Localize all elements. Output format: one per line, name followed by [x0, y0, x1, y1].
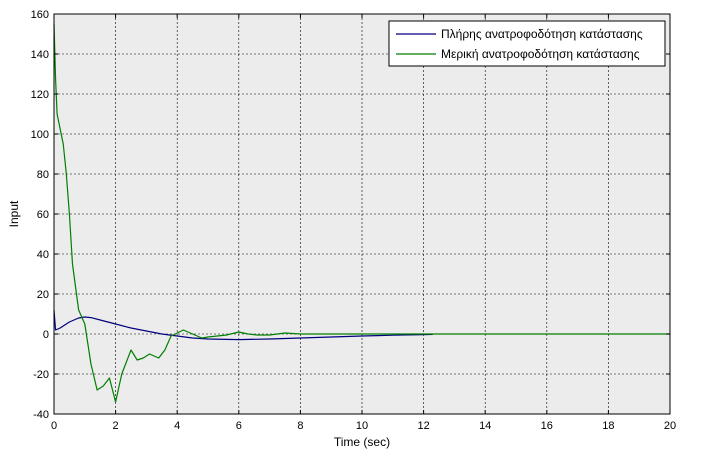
x-tick-label: 2 — [113, 420, 119, 432]
x-tick-label: 8 — [297, 420, 303, 432]
y-tick-label: 0 — [43, 329, 49, 341]
y-axis-label: Input — [7, 200, 21, 227]
x-tick-label: 20 — [664, 420, 676, 432]
y-tick-label: 140 — [31, 49, 49, 61]
legend-label-partial-feedback: Μερική ανατροφοδότηση κατάστασης — [441, 47, 640, 61]
y-tick-label: -20 — [33, 369, 49, 381]
series-line-partial-feedback — [53, 23, 670, 403]
series-line-full-feedback — [53, 309, 433, 341]
ticks: 0 2 4 6 8 10 12 14 16 18 20 -40 -20 0 20 40 60 80 100 120 14… — [31, 9, 676, 432]
y-tick-label: 80 — [37, 169, 49, 181]
y-tick-label: 120 — [31, 89, 49, 101]
y-tick-label: 160 — [31, 9, 49, 21]
legend: Πλήρης ανατροφοδότηση κατάστασης Μερική … — [388, 20, 666, 67]
legend-label-full-feedback: Πλήρης ανατροφοδότηση κατάστασης — [441, 27, 643, 41]
x-tick-label: 10 — [356, 420, 368, 432]
series-group — [53, 23, 670, 403]
x-tick-label: 6 — [236, 420, 242, 432]
x-tick-label: 0 — [51, 420, 57, 432]
legend-box — [388, 20, 666, 67]
x-tick-label: 12 — [417, 420, 429, 432]
x-tick-label: 14 — [479, 420, 491, 432]
x-tick-label: 18 — [602, 420, 614, 432]
y-tick-label: 60 — [37, 209, 49, 221]
x-tick-label: 4 — [174, 420, 180, 432]
y-tick-label: 40 — [37, 249, 49, 261]
y-tick-label: 100 — [31, 129, 49, 141]
y-tick-label: 20 — [37, 289, 49, 301]
y-tick-label: -40 — [33, 409, 49, 421]
x-tick-label: 16 — [541, 420, 553, 432]
x-axis-label: Time (sec) — [334, 435, 390, 449]
